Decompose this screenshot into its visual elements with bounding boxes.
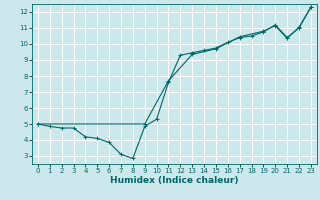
X-axis label: Humidex (Indice chaleur): Humidex (Indice chaleur) [110,176,239,185]
